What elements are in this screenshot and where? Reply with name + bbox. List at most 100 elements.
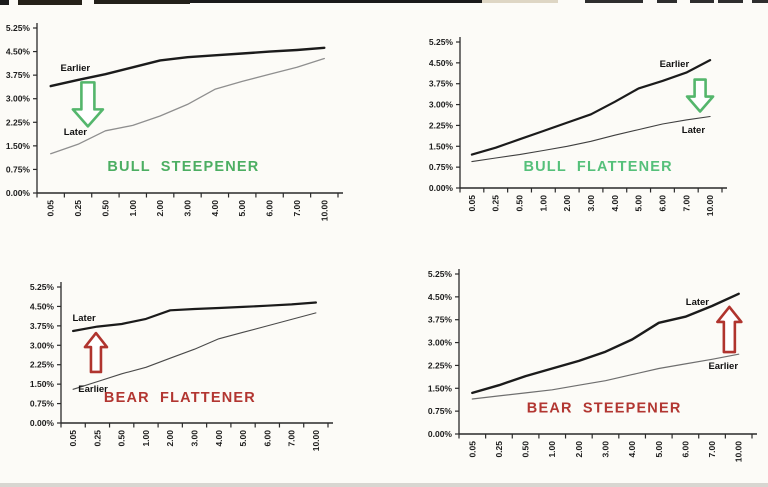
x-tick-label: 7.00 <box>707 441 717 458</box>
x-tick-label: 10.00 <box>705 195 715 217</box>
series-line-earlier <box>470 58 712 156</box>
y-tick-label: 3.00% <box>428 338 453 348</box>
series-line-later <box>471 115 711 163</box>
top-strip-segment <box>718 0 743 3</box>
chart-bear-steepener: 5.25% 4.50% 3.75% 3.00% 2.25% 1.50% 0.75% 0.00%… <box>428 269 757 462</box>
y-tick-label: 0.00% <box>429 183 454 193</box>
x-tick-labels: 0.05 0.25 0.50 1.00 2.00 3.00 4.00 5.00 6.00 7.00… <box>60 423 329 452</box>
series-label-earlier: Earlier <box>708 361 738 372</box>
top-strip-segment <box>0 0 9 5</box>
x-tick-label: 5.00 <box>238 430 248 447</box>
y-tick-label: 5.25% <box>6 23 31 33</box>
top-strip-segment <box>18 0 82 5</box>
series-line-earlier <box>471 353 740 400</box>
y-tick-label: 4.50% <box>429 58 454 68</box>
x-tick-label: 10.00 <box>311 430 321 452</box>
x-tick-label: 2.00 <box>562 195 572 212</box>
y-tick-label: 0.00% <box>428 429 453 439</box>
top-strip-segment <box>585 0 643 3</box>
x-tick-label: 0.25 <box>494 441 504 458</box>
chart-bull-flattener: 5.25% 4.50% 3.75% 3.00% 2.25% 1.50% 0.75% 0.00%… <box>429 37 727 216</box>
chart-title: BULL FLATTENER <box>523 159 672 175</box>
series-line-later <box>471 292 740 395</box>
trend-arrow-up-icon <box>716 305 743 354</box>
y-tick-labels: 5.25% 4.50% 3.75% 3.00% 2.25% 1.50% 0.75% 0.00% <box>428 269 459 439</box>
y-tick-label: 2.25% <box>428 360 453 370</box>
x-tick-label: 1.00 <box>141 430 151 447</box>
x-tick-label: 0.05 <box>68 430 78 447</box>
chart-title: BULL STEEPENER <box>107 159 259 175</box>
x-tick-label: 4.00 <box>214 430 224 447</box>
y-tick-label: 3.75% <box>429 79 454 89</box>
y-tick-label: 4.50% <box>428 292 453 302</box>
y-tick-label: 2.25% <box>6 117 31 127</box>
x-tick-label: 7.00 <box>292 200 302 217</box>
x-tick-label: 1.00 <box>547 441 557 458</box>
chart-bear-flattener: 5.25% 4.50% 3.75% 3.00% 2.25% 1.50% 0.75% 0.00%… <box>30 282 333 451</box>
top-strip-segment <box>94 0 190 4</box>
x-tick-label: 0.50 <box>515 195 525 212</box>
y-tick-label: 2.25% <box>429 120 454 130</box>
y-tick-label: 0.75% <box>428 406 453 416</box>
y-tick-label: 2.25% <box>30 360 55 370</box>
x-tick-label: 4.00 <box>627 441 637 458</box>
trend-arrow-down-icon <box>685 78 715 113</box>
x-tick-label: 5.00 <box>634 195 644 212</box>
series-line-later <box>50 57 325 155</box>
x-tick-label: 3.00 <box>190 430 200 447</box>
x-tick-label: 2.00 <box>165 430 175 447</box>
y-tick-label: 0.00% <box>30 418 55 428</box>
x-tick-label: 2.00 <box>155 200 165 217</box>
y-tick-label: 3.75% <box>30 321 55 331</box>
x-tick-labels: 0.05 0.25 0.50 1.00 2.00 3.00 4.00 5.00 6.00 7.00… <box>36 193 339 222</box>
x-tick-label: 5.00 <box>237 200 247 217</box>
x-tick-label: 0.25 <box>491 195 501 212</box>
series-label-later: Later <box>72 313 96 324</box>
x-tick-label: 6.00 <box>680 441 690 458</box>
top-strip-segment <box>690 0 714 3</box>
x-tick-label: 7.00 <box>681 195 691 212</box>
y-tick-label: 5.25% <box>429 37 454 47</box>
series-label-later: Later <box>682 125 706 136</box>
x-tick-label: 1.00 <box>128 200 138 217</box>
y-tick-label: 0.75% <box>429 162 454 172</box>
x-tick-label: 6.00 <box>262 430 272 447</box>
series-label-earlier: Earlier <box>78 384 108 395</box>
series-label-later: Later <box>64 127 88 138</box>
series-label-later: Later <box>686 297 710 308</box>
y-tick-labels: 5.25% 4.50% 3.75% 3.00% 2.25% 1.50% 0.75% 0.00% <box>6 23 37 198</box>
series-line-earlier <box>49 46 326 88</box>
top-strip-segment <box>752 0 768 3</box>
x-tick-label: 2.00 <box>574 441 584 458</box>
y-tick-label: 4.50% <box>6 47 31 57</box>
chart-title: BEAR FLATTENER <box>104 390 256 406</box>
cropped-bottom-strip <box>0 483 768 487</box>
y-tick-label: 3.00% <box>6 94 31 104</box>
x-tick-label: 4.00 <box>610 195 620 212</box>
x-tick-label: 10.00 <box>319 200 329 222</box>
y-tick-labels: 5.25% 4.50% 3.75% 3.00% 2.25% 1.50% 0.75% 0.00% <box>429 37 460 193</box>
x-tick-label: 0.50 <box>100 200 110 217</box>
y-tick-label: 1.50% <box>429 141 454 151</box>
x-tick-labels: 0.05 0.25 0.50 1.00 2.00 3.00 4.00 5.00 6.00 7.00… <box>458 434 753 463</box>
x-tick-labels: 0.05 0.25 0.50 1.00 2.00 3.00 4.00 5.00 6.00 7.00… <box>459 188 723 217</box>
x-tick-label: 3.00 <box>586 195 596 212</box>
series-label-earlier: Earlier <box>660 59 690 70</box>
x-tick-label: 10.00 <box>734 441 744 463</box>
y-tick-label: 3.00% <box>429 100 454 110</box>
y-tick-label: 5.25% <box>428 269 453 279</box>
x-tick-label: 7.00 <box>287 430 297 447</box>
x-tick-label: 6.00 <box>265 200 275 217</box>
y-tick-label: 3.00% <box>30 340 55 350</box>
y-tick-label: 0.00% <box>6 188 31 198</box>
series-line-earlier <box>72 312 317 390</box>
x-tick-label: 0.05 <box>467 195 477 212</box>
top-strip-segment <box>190 0 482 3</box>
x-tick-label: 6.00 <box>657 195 667 212</box>
x-tick-label: 0.25 <box>92 430 102 447</box>
x-tick-label: 3.00 <box>601 441 611 458</box>
x-tick-label: 0.50 <box>521 441 531 458</box>
y-tick-label: 1.50% <box>6 141 31 151</box>
